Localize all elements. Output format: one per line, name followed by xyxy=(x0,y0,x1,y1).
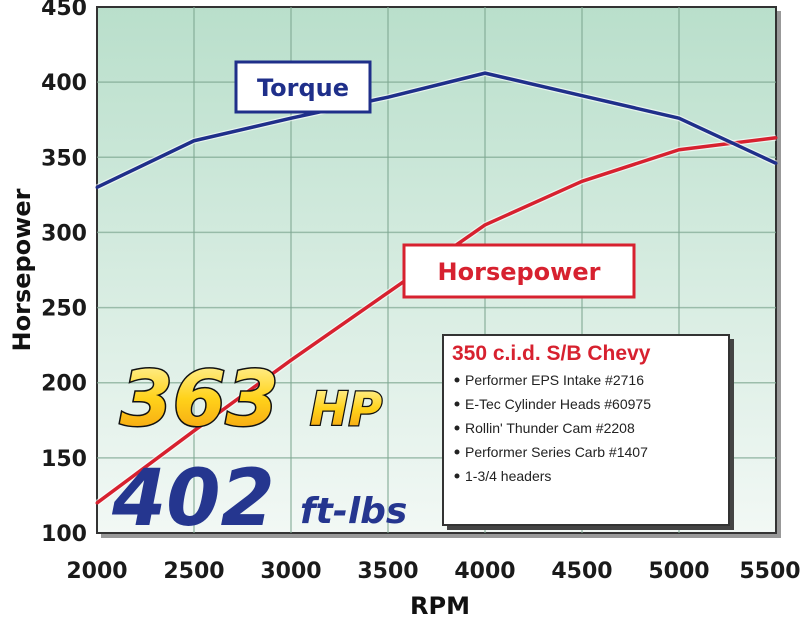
bullet-icon xyxy=(454,449,460,455)
spec-title: 350 c.i.d. S/B Chevy xyxy=(452,342,651,365)
data-point-torque xyxy=(386,95,390,99)
y-tick-label: 350 xyxy=(41,146,87,171)
bullet-icon xyxy=(454,377,460,383)
peak-torque-callout: 402 ft-lbs xyxy=(111,454,407,544)
spec-item: E-Tec Cylinder Heads #60975 xyxy=(465,396,651,412)
peak-hp-callout: 363 HP xyxy=(119,353,384,445)
y-tick-label: 450 xyxy=(41,0,87,21)
spec-item: Performer EPS Intake #2716 xyxy=(465,372,644,388)
x-tick-label: 2500 xyxy=(163,559,224,584)
x-tick-label: 3000 xyxy=(260,559,321,584)
data-point-torque xyxy=(95,185,99,189)
data-point-torque xyxy=(580,94,584,98)
x-tick-label: 2000 xyxy=(66,559,127,584)
spec-box: 350 c.i.d. S/B Chevy Performer EPS Intak… xyxy=(442,334,734,530)
data-point-horsepower xyxy=(580,179,584,183)
x-tick-label: 5500 xyxy=(739,559,800,584)
bullet-icon xyxy=(454,473,460,479)
peak-torque-unit: ft-lbs xyxy=(300,491,407,532)
peak-hp-value: 363 xyxy=(120,354,279,443)
x-tick-label: 5000 xyxy=(648,559,709,584)
series-line-torque xyxy=(96,71,777,189)
spec-item: Rollin' Thunder Cam #2208 xyxy=(465,420,635,436)
y-tick-label: 150 xyxy=(41,447,87,472)
data-point-torque xyxy=(192,139,196,143)
x-tick-label: 3500 xyxy=(357,559,418,584)
data-point-torque xyxy=(774,161,778,165)
data-point-horsepower xyxy=(95,501,99,505)
data-point-horsepower xyxy=(774,136,778,140)
legend-torque-label: Torque xyxy=(257,74,349,102)
y-tick-label: 400 xyxy=(41,71,87,96)
x-tick-label: 4500 xyxy=(551,559,612,584)
data-point-torque xyxy=(677,116,681,120)
peak-hp-unit: HP xyxy=(310,382,382,436)
legend-torque: Torque xyxy=(234,60,372,114)
legend-horsepower-label: Horsepower xyxy=(438,258,601,286)
y-tick-label: 200 xyxy=(41,372,87,397)
bullet-icon xyxy=(454,401,460,407)
y-axis-label: Horsepower xyxy=(8,188,36,351)
peak-torque-value: 402 xyxy=(111,454,275,544)
data-point-horsepower xyxy=(192,429,196,433)
y-tick-label: 100 xyxy=(41,522,87,547)
y-tick-label: 250 xyxy=(41,297,87,322)
spec-item: Performer Series Carb #1407 xyxy=(465,444,648,460)
data-point-horsepower xyxy=(386,291,390,295)
data-point-torque xyxy=(483,71,487,75)
y-tick-label: 300 xyxy=(41,221,87,246)
legend-horsepower: Horsepower xyxy=(402,243,636,299)
data-point-torque xyxy=(289,116,293,120)
bullet-icon xyxy=(454,425,460,431)
x-axis-label: RPM xyxy=(410,592,470,620)
data-point-horsepower xyxy=(289,358,293,362)
spec-item: 1-3/4 headers xyxy=(465,468,551,484)
x-tick-label: 4000 xyxy=(454,559,515,584)
data-point-horsepower xyxy=(483,223,487,227)
data-point-horsepower xyxy=(677,148,681,152)
